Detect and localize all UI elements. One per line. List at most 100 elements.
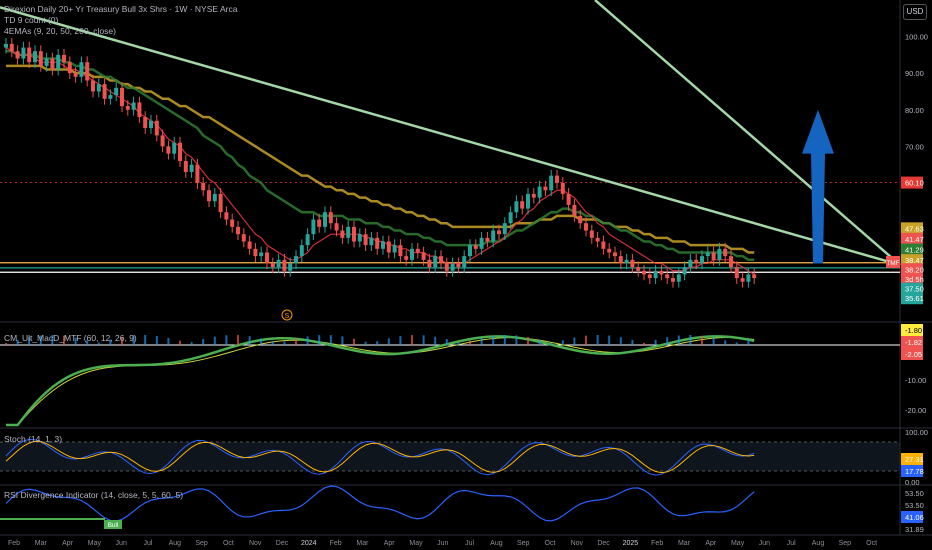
time-tick-label: Aug (169, 540, 182, 547)
candle (705, 246, 710, 262)
candle (166, 140, 171, 160)
candle-body (15, 51, 20, 59)
time-tick-label: Feb (651, 540, 663, 547)
candle (120, 81, 124, 112)
macd-axis-label: -2.05 (901, 348, 923, 360)
price-label-text: 3d 5h (905, 275, 924, 284)
stoch-axis-label-text: 17.78 (905, 467, 924, 476)
price-label-bg (901, 254, 923, 267)
candle-body (357, 234, 362, 242)
candle-body (584, 223, 588, 231)
time-tick-label: Dec (597, 540, 610, 547)
macd-histogram-bar (608, 335, 611, 345)
candle-body (120, 87, 124, 107)
candle-body (433, 256, 438, 268)
macd-histogram-bar (538, 339, 541, 345)
rsi-axis-label: 41.06 (901, 511, 924, 523)
stoch-legend[interactable]: Stoch (14, 1, 3) (4, 434, 63, 444)
candle (56, 49, 61, 76)
candle-body (79, 62, 84, 77)
candle (717, 242, 722, 266)
candle-body (311, 219, 316, 235)
macd-histogram-bar (422, 335, 425, 345)
candle (746, 268, 751, 288)
ema-indicator-label[interactable]: 4EMAs (9, 20, 50, 200, close) (4, 26, 116, 36)
time-tick-label: Sep (839, 540, 852, 547)
macd-axis-label: -1.80 (901, 324, 923, 336)
tmf-tag: TMF (886, 255, 900, 268)
candle (282, 253, 287, 277)
stoch-axis-label: 100.00 (905, 428, 928, 437)
ema-9-line (5, 47, 755, 275)
candle (671, 272, 675, 288)
candle (636, 261, 641, 277)
time-tick-label: Sep (517, 540, 530, 547)
candle-body (160, 135, 165, 147)
time-tick-label: Apr (384, 540, 396, 547)
rsi-legend[interactable]: RSI Divergence Indicator (14, close, 5, … (4, 490, 184, 500)
candle (497, 224, 501, 241)
stoch-k-line (5, 438, 755, 476)
time-tick-label: Oct (545, 540, 556, 547)
macd-axis-label: -1.82 (901, 336, 923, 348)
candle-body (497, 230, 501, 235)
currency-button[interactable]: USD (903, 4, 927, 20)
candle (369, 231, 374, 252)
macd-histogram-bar (503, 335, 506, 345)
candle-body (195, 164, 200, 183)
candle (404, 250, 409, 266)
candle (549, 169, 554, 197)
macd-histogram-bar (155, 335, 158, 345)
candle-body (734, 267, 739, 279)
candle (676, 268, 681, 288)
macd-axis-label: -20.00 (905, 406, 926, 415)
tmf-tag-box (886, 255, 900, 268)
candle-body (485, 237, 490, 242)
macd-axis-label-text: -10.00 (905, 376, 926, 385)
candle-body (294, 256, 298, 264)
candle-body (73, 73, 78, 77)
candle (381, 235, 385, 255)
candle-body (572, 204, 577, 216)
candle (456, 257, 461, 273)
macd-histogram-bar (121, 336, 123, 345)
candle (160, 129, 165, 153)
time-tick-label: Feb (8, 540, 20, 547)
candle (9, 38, 14, 58)
macd-histogram-bar (643, 342, 645, 345)
candle (323, 206, 327, 233)
td9-indicator-label[interactable]: TD 9 count (0) (4, 15, 59, 25)
time-tick-label: Mar (678, 540, 691, 547)
price-label: 37.50 (901, 282, 924, 295)
macd-axis-label-bg (901, 324, 923, 336)
candle-body (183, 161, 188, 172)
candle-body (717, 248, 722, 260)
candle-body (520, 201, 525, 209)
candle (299, 239, 304, 262)
candle-body (85, 62, 90, 81)
macd-axis-label-text: -1.80 (905, 326, 922, 335)
candle-body (62, 54, 66, 63)
macd-histogram-bar (619, 337, 622, 345)
candle-body (91, 80, 95, 92)
candle-body (375, 237, 380, 249)
macd-histogram-bar (63, 335, 65, 345)
candle-body (21, 47, 26, 59)
macd-line (6, 335, 755, 427)
macd-legend[interactable]: CM_Ult_MacD_MTF (60, 12, 26, 9) (4, 333, 137, 343)
candle-body (172, 142, 177, 154)
candle (682, 261, 687, 281)
candle (137, 96, 142, 123)
macd-histogram-bar (167, 337, 170, 345)
time-tick-label: Oct (223, 540, 234, 547)
candle (659, 264, 664, 281)
macd-histogram-bar (689, 335, 692, 345)
candle-body (555, 175, 559, 183)
candle (537, 180, 542, 204)
price-label: 60.10 (901, 176, 924, 189)
candle-body (752, 274, 757, 279)
macd-histogram-bar (654, 339, 657, 345)
candle (653, 264, 658, 284)
candle (334, 217, 339, 237)
